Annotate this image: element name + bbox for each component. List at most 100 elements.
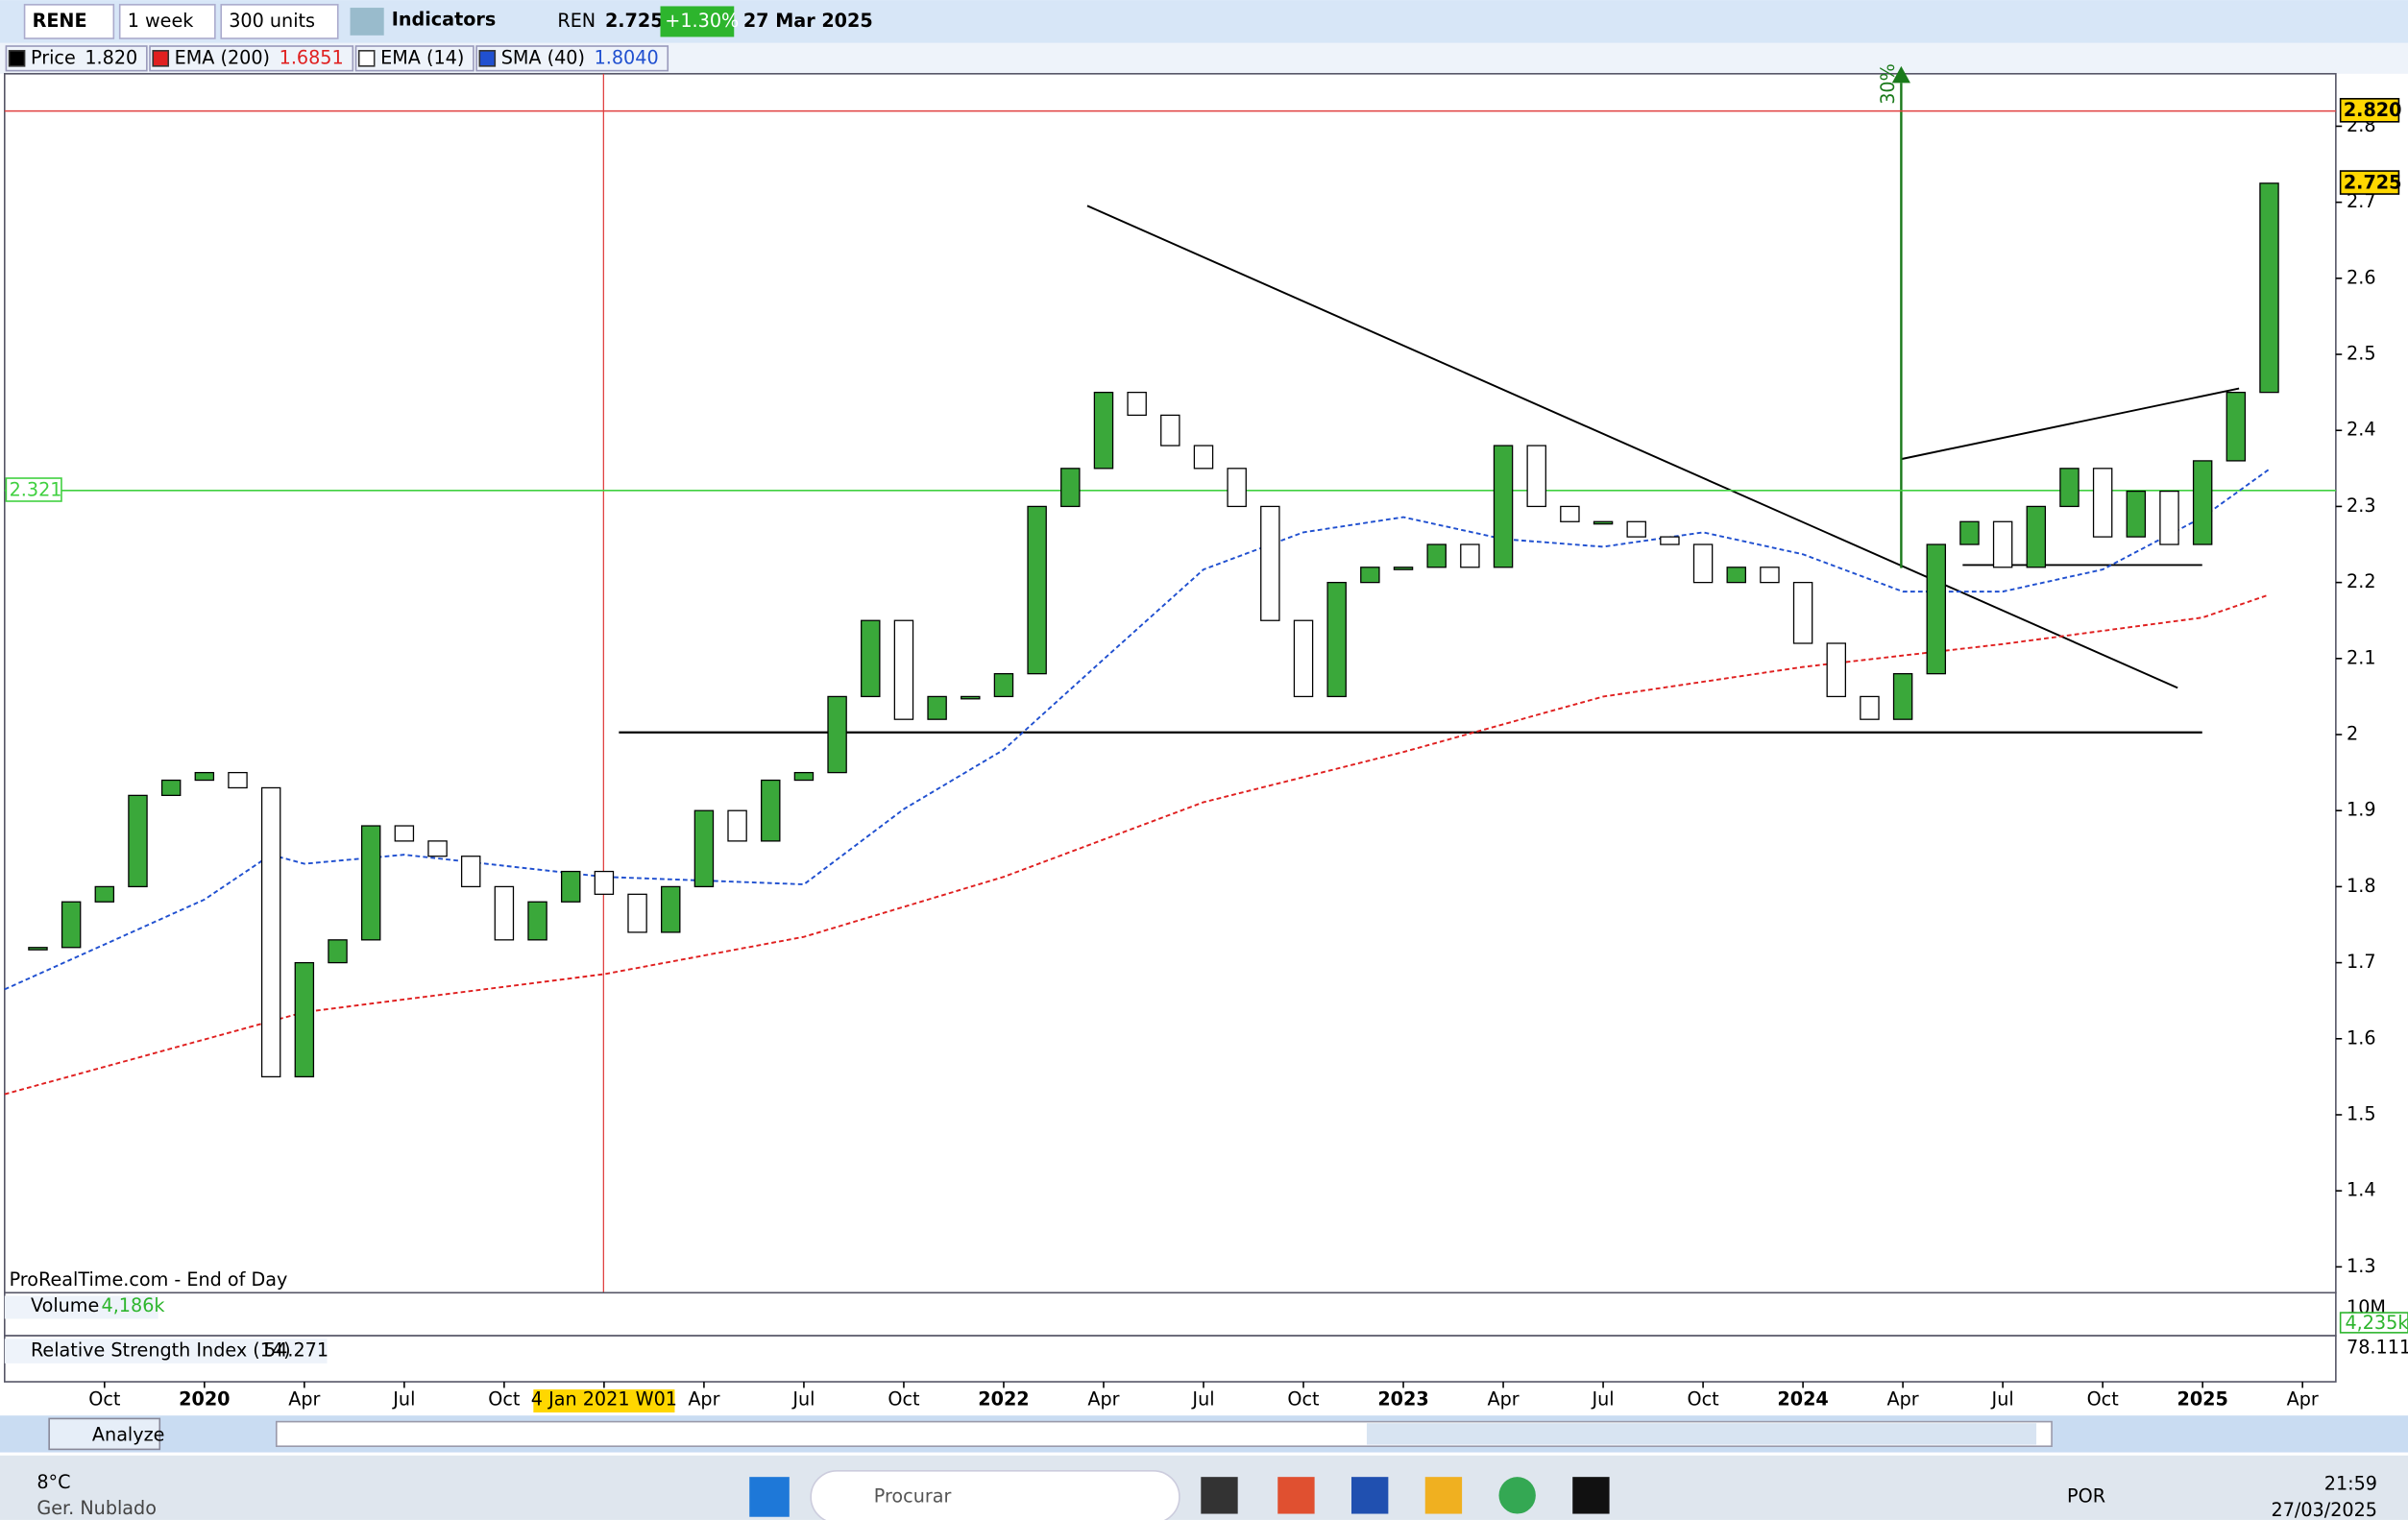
chart-frame bbox=[3, 73, 2337, 1294]
symbol[interactable]: RENE bbox=[33, 10, 87, 32]
change-box bbox=[660, 6, 735, 37]
ma-line bbox=[4, 593, 2270, 1096]
legend-name: SMA (40) bbox=[501, 46, 585, 68]
candle bbox=[1593, 520, 1614, 525]
candle bbox=[793, 771, 815, 782]
weather-temp: 8°C bbox=[36, 1471, 70, 1493]
candle bbox=[1526, 445, 1546, 508]
candle bbox=[328, 939, 348, 964]
legend-box bbox=[354, 45, 474, 72]
y-tick-label: 2 bbox=[2347, 723, 2358, 745]
rsi-value: 54.271 bbox=[264, 1339, 328, 1362]
y-tick-label: 2.5 bbox=[2347, 343, 2376, 365]
analyze[interactable]: Analyze bbox=[92, 1423, 165, 1445]
candle bbox=[1193, 445, 1214, 470]
x-tick-label: Apr bbox=[288, 1388, 320, 1411]
legend-value: 1.6851 bbox=[280, 46, 344, 68]
source: ProRealTime.com - End of Day bbox=[10, 1268, 288, 1291]
x-tick-label: 2020 bbox=[179, 1388, 230, 1411]
candle bbox=[228, 771, 248, 789]
candle bbox=[827, 695, 847, 774]
units-box[interactable] bbox=[220, 4, 339, 39]
candle bbox=[1959, 520, 1980, 545]
candle bbox=[1892, 673, 1913, 720]
hline-label-box bbox=[5, 477, 62, 502]
candle bbox=[527, 901, 547, 941]
rsi-name: Relative Strength Index (14) bbox=[31, 1339, 291, 1362]
candle bbox=[2059, 468, 2080, 508]
app-icon[interactable] bbox=[1424, 1477, 1463, 1514]
candle bbox=[1660, 536, 1680, 545]
candle bbox=[28, 947, 48, 951]
x-tick-label: 2022 bbox=[978, 1388, 1029, 1411]
candle bbox=[1260, 505, 1280, 621]
candle bbox=[2092, 468, 2113, 538]
app-icon[interactable] bbox=[1572, 1477, 1610, 1514]
candle bbox=[1560, 505, 1580, 522]
candle bbox=[1726, 567, 1746, 584]
x-tick-label: Oct bbox=[488, 1388, 521, 1411]
scroll-thumb[interactable] bbox=[1366, 1423, 2037, 1445]
x-tick-label: Oct bbox=[1287, 1388, 1320, 1411]
candle bbox=[128, 794, 148, 888]
app-icon[interactable] bbox=[1350, 1477, 1389, 1514]
clock-date: 27/03/2025 bbox=[2272, 1499, 2378, 1520]
volume-last-box bbox=[2339, 1312, 2408, 1334]
y-tick-label: 1.9 bbox=[2347, 799, 2376, 821]
search-box[interactable] bbox=[810, 1469, 1180, 1520]
candle bbox=[961, 695, 981, 700]
legend-box bbox=[475, 45, 669, 72]
x-tick-label: 2025 bbox=[2177, 1388, 2227, 1411]
candle bbox=[693, 809, 715, 888]
x-tick-label: Apr bbox=[1887, 1388, 1919, 1411]
y-tick-label: 2.2 bbox=[2347, 570, 2376, 592]
x-tick-label: Apr bbox=[1087, 1388, 1119, 1411]
timeframe-box[interactable] bbox=[118, 4, 216, 39]
candle bbox=[94, 885, 115, 903]
rsi-last: 78.111 bbox=[2347, 1336, 2408, 1358]
x-tick-label: Oct bbox=[1688, 1388, 1720, 1411]
x-tick-label: Oct bbox=[88, 1388, 121, 1411]
last-price: 2.725 bbox=[2344, 171, 2402, 193]
units[interactable]: 300 units bbox=[229, 10, 315, 32]
y-tick-label: 1.3 bbox=[2347, 1255, 2376, 1277]
legend-row bbox=[0, 42, 2408, 74]
y-tick-label: 1.4 bbox=[2347, 1179, 2376, 1201]
last-price-box bbox=[2339, 170, 2400, 195]
hline-label: 2.321 bbox=[10, 478, 62, 500]
arrow-head bbox=[1891, 65, 1910, 84]
weather-text: Ger. Nublado bbox=[36, 1497, 157, 1519]
legend-name: Price bbox=[31, 46, 76, 68]
candle bbox=[61, 901, 82, 949]
candle bbox=[927, 695, 947, 720]
app-icon[interactable] bbox=[1498, 1477, 1536, 1514]
x-tick-label: Apr bbox=[2287, 1388, 2319, 1411]
lang: POR bbox=[2067, 1484, 2105, 1507]
indicators[interactable]: Indicators bbox=[392, 8, 497, 30]
volume-name: Volume bbox=[31, 1294, 99, 1316]
candle bbox=[1692, 543, 1714, 584]
candle bbox=[893, 619, 914, 720]
candle bbox=[360, 825, 381, 941]
legend-swatch bbox=[478, 50, 497, 67]
timeframe[interactable]: 1 week bbox=[128, 10, 195, 32]
symbol-box[interactable] bbox=[23, 4, 115, 39]
channel-top bbox=[1901, 387, 2240, 461]
candle bbox=[1393, 567, 1414, 570]
start-button[interactable] bbox=[749, 1477, 790, 1517]
legend-swatch bbox=[152, 50, 170, 67]
indicators-icon[interactable] bbox=[350, 8, 384, 36]
app-icon[interactable] bbox=[1201, 1477, 1238, 1514]
legend-swatch bbox=[357, 50, 376, 67]
y-tick-label: 2.1 bbox=[2347, 646, 2376, 668]
change: +1.30% bbox=[665, 10, 739, 32]
candle bbox=[2259, 182, 2279, 394]
analyze-button[interactable] bbox=[48, 1417, 161, 1451]
app-icon[interactable] bbox=[1277, 1477, 1315, 1514]
candle bbox=[194, 771, 215, 782]
y-tick-label: 1.7 bbox=[2347, 951, 2376, 973]
candle bbox=[2226, 391, 2247, 462]
search[interactable]: Procurar bbox=[874, 1484, 952, 1507]
candle bbox=[494, 885, 515, 941]
